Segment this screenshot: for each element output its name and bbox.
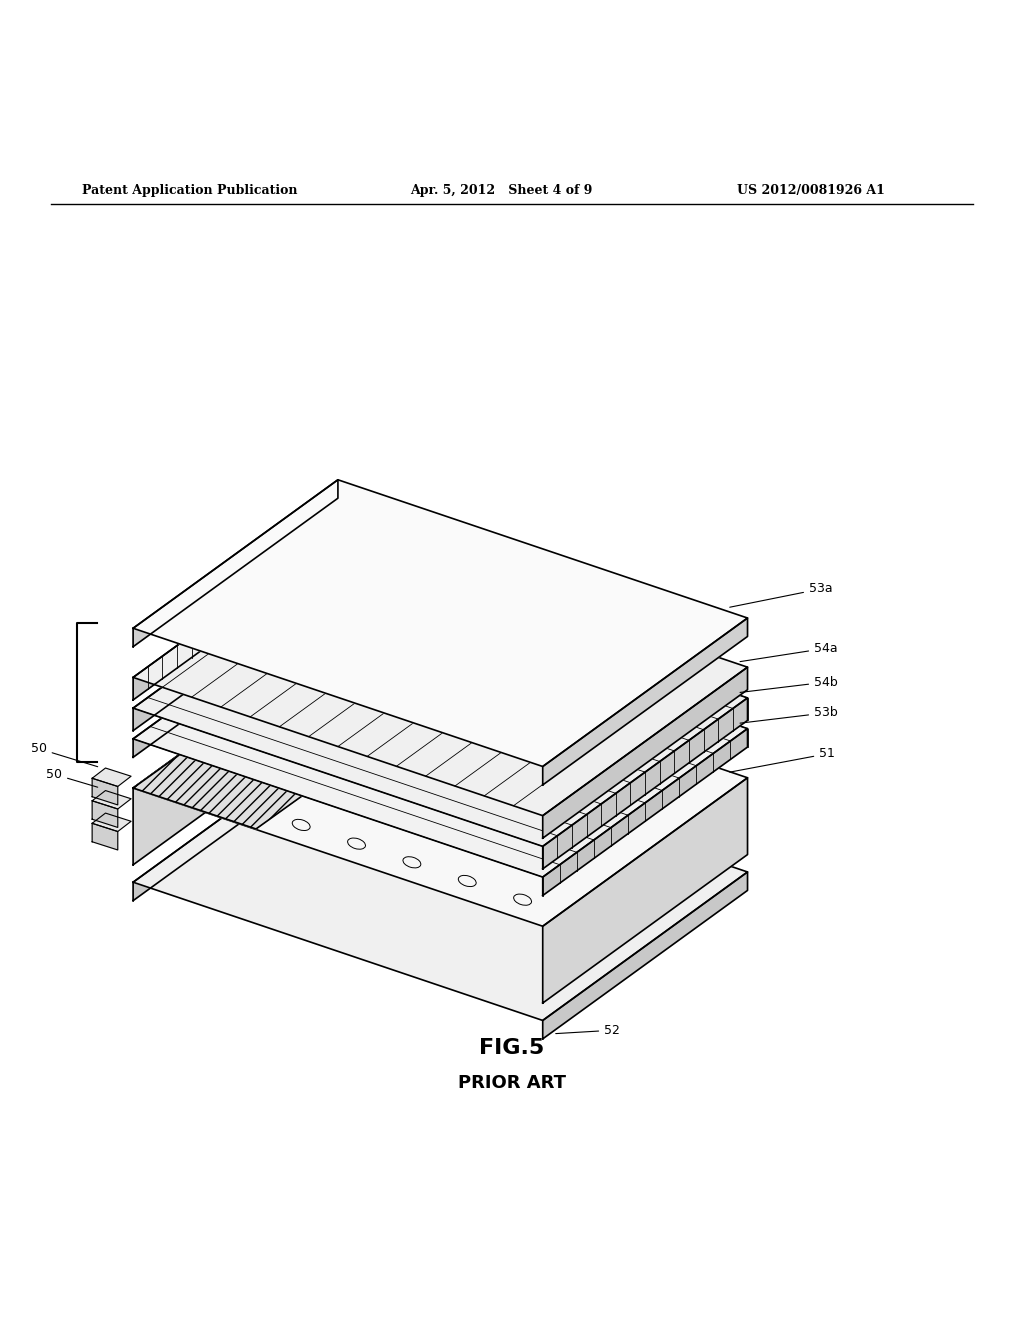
Text: 54b: 54b (740, 676, 838, 693)
Text: 53a: 53a (730, 582, 833, 607)
Text: 54a: 54a (740, 642, 838, 661)
Polygon shape (543, 698, 748, 869)
Polygon shape (133, 529, 748, 816)
Polygon shape (133, 590, 338, 758)
Polygon shape (133, 479, 338, 647)
Polygon shape (543, 777, 748, 1003)
Text: Patent Application Publication: Patent Application Publication (82, 183, 297, 197)
Polygon shape (133, 744, 317, 829)
Text: PRIOR ART: PRIOR ART (458, 1074, 566, 1092)
Polygon shape (543, 873, 748, 1039)
Polygon shape (92, 801, 118, 828)
Text: 50: 50 (46, 768, 97, 787)
Text: 51: 51 (730, 747, 836, 772)
Polygon shape (133, 560, 748, 846)
Polygon shape (92, 791, 131, 809)
Text: Apr. 5, 2012   Sheet 4 of 9: Apr. 5, 2012 Sheet 4 of 9 (410, 183, 592, 197)
Text: FIG.5: FIG.5 (479, 1039, 545, 1059)
Polygon shape (543, 667, 748, 838)
Text: 52: 52 (556, 1024, 621, 1036)
Polygon shape (543, 618, 748, 785)
Polygon shape (133, 560, 338, 731)
Polygon shape (133, 529, 338, 700)
Polygon shape (92, 824, 118, 850)
Polygon shape (133, 734, 338, 900)
Text: US 2012/0081926 A1: US 2012/0081926 A1 (737, 183, 885, 197)
Polygon shape (133, 639, 338, 865)
Polygon shape (133, 639, 748, 927)
Polygon shape (92, 779, 118, 805)
Polygon shape (133, 590, 748, 876)
Polygon shape (92, 813, 131, 832)
Polygon shape (92, 768, 131, 787)
Polygon shape (543, 729, 748, 895)
Text: 53b: 53b (740, 706, 838, 723)
Text: 50: 50 (31, 742, 97, 767)
Polygon shape (133, 479, 748, 767)
Polygon shape (133, 734, 748, 1020)
